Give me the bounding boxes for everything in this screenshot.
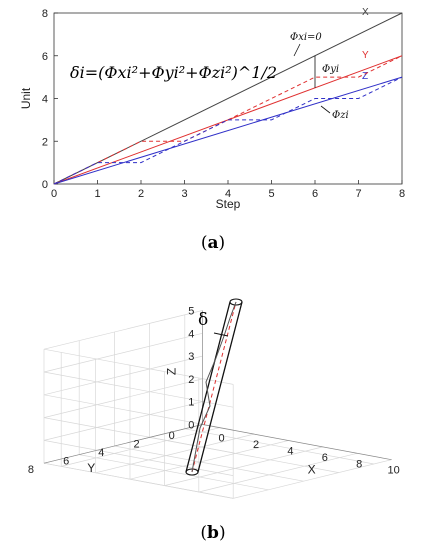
z-tick-label: 5: [188, 306, 194, 318]
floor-grid-x: [61, 427, 220, 467]
y-tick-label: 4: [98, 447, 104, 459]
annotation-phix-arrow: [293, 43, 301, 57]
x-tick-label: 8: [356, 458, 362, 470]
tube-right-edge: [197, 301, 243, 473]
axis-edge: [202, 424, 392, 461]
series-line-1: [53, 55, 403, 185]
y-tick-label: 8: [28, 464, 34, 476]
floor-grid-x: [233, 459, 392, 499]
series-line-3: [53, 55, 403, 185]
chart-a: 0 1 2 3 4 5 6 7 8 0 2 4 6 8 Step Unit X YZδi=(Φxi²+Φyi²+Φ…: [19, 7, 405, 253]
backwall-grid-z: [43, 371, 234, 408]
x-tick-label: 2: [138, 188, 144, 200]
tube-top-cap: [229, 298, 243, 306]
axis-edge: [43, 424, 203, 464]
actual-path: [191, 301, 237, 473]
z-tick-label: 2: [188, 374, 194, 386]
z-tick-label: 1: [188, 397, 194, 409]
backwall-grid-z: [43, 440, 234, 476]
x-tick-label: 4: [225, 188, 231, 200]
y-tick-label: 4: [42, 94, 48, 106]
chart-b: 0 2 4 6 8 10 0 2 4 6 8 0 1 2 3 4 5 X Y Zδ (b): [28, 298, 400, 543]
y-tick-label: 6: [63, 456, 69, 468]
x-tick-label: 7: [355, 188, 361, 200]
annotation-phiz-arrow: [320, 105, 331, 114]
z-axis-label: Z: [164, 368, 178, 375]
floor-grid-x: [129, 440, 289, 480]
x-axis-label: X: [308, 463, 316, 477]
backwall-grid-z: [43, 417, 234, 454]
backwall-grid-z: [43, 462, 234, 499]
series-label-Z: Z: [362, 71, 368, 82]
x-tick-label: 4: [287, 446, 293, 458]
y-tick-label: 2: [133, 438, 139, 450]
z-tick-label: 0: [188, 420, 194, 432]
x-tick-label: 5: [268, 188, 274, 200]
sidewall-grid-z: [43, 310, 203, 350]
delta-label: δ: [198, 310, 208, 330]
y-tick-label: 2: [42, 136, 48, 148]
y-tick-label: 8: [42, 8, 48, 20]
z-tick-label: 3: [188, 351, 194, 363]
tube-bottom-cap: [185, 468, 199, 476]
x-tick-label: 8: [399, 188, 405, 200]
floor-grid-y: [184, 428, 375, 465]
z-tick-label: 4: [188, 328, 194, 340]
y-axis-label: Unit: [19, 87, 33, 109]
x-tick-label: 1: [94, 188, 100, 200]
x-tick-label: 2: [253, 439, 259, 451]
sidewall-grid-z: [43, 378, 203, 418]
floor-grid-y: [79, 454, 269, 491]
sidewall-grid-z: [43, 355, 203, 396]
x-tick-label: 0: [219, 433, 225, 445]
delta-marker: [213, 332, 229, 337]
series-line-4: [53, 76, 403, 185]
y-tick-label: 6: [42, 51, 48, 63]
y-axis-label: Y: [87, 461, 95, 475]
formula: δi=(Φxi²+Φyi²+Φzi²)^1/2: [70, 63, 277, 82]
y-tick-label: 0: [169, 430, 175, 442]
backwall-grid-z: [43, 348, 234, 385]
x-tick-label: 6: [322, 452, 328, 464]
panel-label-b: (b): [200, 523, 225, 543]
y-tick-label: 0: [42, 179, 48, 191]
floor-grid-y: [114, 445, 304, 482]
x-tick-label: 3: [181, 188, 187, 200]
x-axis-label: Step: [216, 197, 241, 211]
annotation-phiy: Φyi: [322, 64, 339, 75]
floor-grid-x: [164, 446, 323, 486]
floor-grid-x: [95, 433, 255, 474]
panel-label-a: (a): [201, 233, 225, 253]
series-line-2: [53, 76, 403, 185]
sidewall-grid-z: [43, 401, 203, 441]
tube-left-edge: [185, 301, 231, 473]
series-label-Y: Y: [362, 50, 369, 61]
sidewall-grid-z: [43, 332, 203, 373]
x-tick-label: 0: [51, 188, 57, 200]
annotation-phiz: Φzi: [332, 110, 349, 121]
ideal-line: [191, 301, 237, 473]
series-label-X: X: [362, 7, 369, 18]
x-tick-label: 10: [387, 465, 399, 477]
x-tick-label: 6: [312, 188, 318, 200]
annotation-phix: Φxi=0: [290, 32, 322, 43]
floor-grid-x: [198, 452, 358, 493]
